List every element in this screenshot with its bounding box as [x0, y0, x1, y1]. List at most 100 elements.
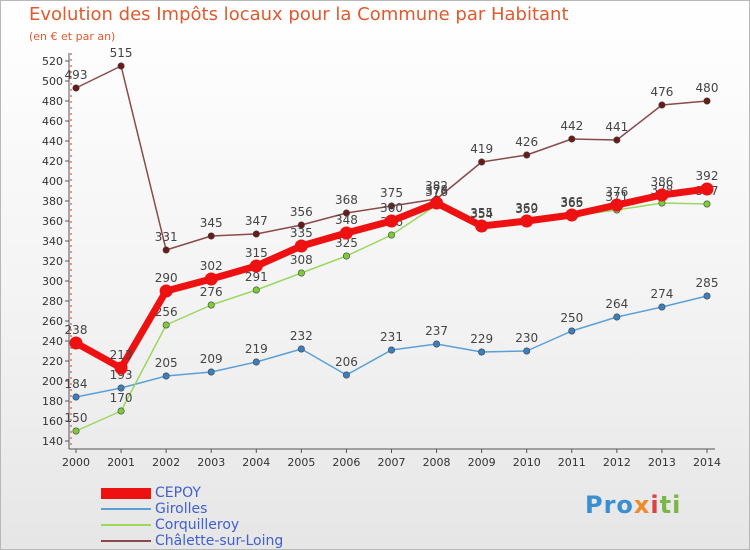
x-tick-label: 2000 [62, 456, 90, 469]
data-label-corquilleroy: 354 [470, 207, 493, 221]
y-tick-label: 180 [42, 395, 63, 408]
point-cepoy [69, 336, 83, 350]
y-tick-label: 400 [42, 175, 63, 188]
point-cepoy [655, 188, 669, 202]
point-chalette-sur-loing [252, 230, 260, 238]
point-corquilleroy [162, 321, 170, 329]
data-label-girolles: 237 [425, 324, 448, 338]
data-label-girolles: 206 [335, 355, 358, 369]
x-tick-label: 2006 [332, 456, 360, 469]
point-cepoy [430, 196, 444, 210]
point-girolles [297, 345, 305, 353]
data-label-chalette-sur-loing: 419 [470, 142, 493, 156]
y-tick-label: 340 [42, 235, 63, 248]
legend-item-girolles: Girolles [101, 501, 341, 517]
data-label-cepoy: 392 [696, 169, 719, 183]
legend-item-cepoy: CEPOY [101, 485, 341, 501]
data-label-girolles: 193 [110, 368, 133, 382]
y-tick-label: 320 [42, 255, 63, 268]
data-label-chalette-sur-loing: 368 [335, 193, 358, 207]
x-tick-label: 2003 [197, 456, 225, 469]
point-cepoy [385, 214, 398, 228]
y-tick-label: 440 [42, 135, 63, 148]
point-cepoy [114, 361, 128, 375]
point-corquilleroy [297, 269, 305, 277]
data-label-chalette-sur-loing: 382 [425, 179, 448, 193]
point-corquilleroy [387, 231, 395, 239]
legend-item-corquilleroy: Corquilleroy [101, 517, 341, 533]
y-tick-label: 200 [42, 375, 63, 388]
chart-subtitle: (en € et par an) [29, 30, 116, 43]
data-label-cepoy: 360 [380, 201, 403, 215]
data-label-corquilleroy: 256 [155, 305, 178, 319]
data-label-cepoy: 302 [200, 259, 223, 273]
data-label-corquilleroy: 308 [290, 253, 313, 267]
y-tick-label: 360 [42, 215, 63, 228]
data-label-cepoy: 315 [245, 246, 268, 260]
point-cepoy [700, 182, 714, 196]
x-tick-label: 2011 [558, 456, 586, 469]
point-corquilleroy [703, 200, 711, 208]
data-label-chalette-sur-loing: 347 [245, 214, 268, 228]
y-tick-label: 420 [42, 155, 63, 168]
data-label-girolles: 264 [605, 297, 628, 311]
data-label-chalette-sur-loing: 476 [650, 85, 673, 99]
point-corquilleroy [252, 286, 260, 294]
chart-title: Evolution des Impôts locaux pour la Comm… [29, 4, 569, 25]
point-cepoy [159, 284, 173, 298]
data-label-chalette-sur-loing: 375 [380, 186, 403, 200]
data-label-chalette-sur-loing: 442 [560, 119, 583, 133]
data-label-chalette-sur-loing: 345 [200, 216, 223, 230]
data-label-girolles: 285 [696, 276, 719, 290]
x-tick-label: 2012 [603, 456, 631, 469]
point-girolles [252, 358, 260, 366]
data-label-chalette-sur-loing: 426 [515, 135, 538, 149]
y-tick-label: 500 [42, 75, 63, 88]
data-label-chalette-sur-loing: 441 [605, 120, 628, 134]
point-chalette-sur-loing [478, 158, 486, 166]
data-label-chalette-sur-loing: 331 [155, 230, 178, 244]
y-tick-label: 240 [42, 335, 63, 348]
x-tick-label: 2002 [152, 456, 180, 469]
y-tick-label: 520 [42, 55, 63, 68]
point-cepoy [610, 198, 624, 212]
y-tick-label: 300 [42, 275, 63, 288]
legend-swatch-corquilleroy [101, 524, 151, 526]
point-girolles [478, 348, 486, 356]
point-girolles [117, 384, 125, 392]
point-cepoy [294, 239, 308, 253]
data-label-cepoy: 386 [650, 175, 673, 189]
point-corquilleroy [207, 301, 215, 309]
point-corquilleroy [72, 427, 80, 435]
x-tick-label: 2014 [693, 456, 721, 469]
data-label-girolles: 231 [380, 330, 403, 344]
data-label-cepoy: 213 [110, 348, 133, 362]
point-chalette-sur-loing [342, 209, 350, 217]
point-corquilleroy [342, 252, 350, 260]
point-girolles [72, 393, 80, 401]
legend-swatch-girolles [101, 508, 151, 510]
data-label-cepoy: 290 [155, 271, 178, 285]
point-girolles [387, 346, 395, 354]
point-chalette-sur-loing [72, 84, 80, 92]
point-chalette-sur-loing [387, 202, 395, 210]
y-tick-label: 380 [42, 195, 63, 208]
legend-label-chalette: Châlette-sur-Loing [155, 533, 284, 549]
point-chalette-sur-loing [162, 246, 170, 254]
legend-label-corquilleroy: Corquilleroy [155, 517, 240, 533]
y-tick-label: 140 [42, 435, 63, 448]
point-corquilleroy [117, 407, 125, 415]
x-tick-label: 2004 [242, 456, 270, 469]
data-label-chalette-sur-loing: 480 [696, 81, 719, 95]
x-tick-label: 2013 [648, 456, 676, 469]
data-label-girolles: 184 [65, 377, 88, 391]
point-cepoy [204, 272, 218, 286]
legend-swatch-cepoy [101, 488, 151, 499]
point-girolles [342, 371, 350, 379]
data-label-girolles: 219 [245, 342, 268, 356]
point-chalette-sur-loing [658, 101, 666, 109]
data-label-girolles: 209 [200, 352, 223, 366]
x-tick-label: 2009 [468, 456, 496, 469]
point-chalette-sur-loing [297, 221, 305, 229]
